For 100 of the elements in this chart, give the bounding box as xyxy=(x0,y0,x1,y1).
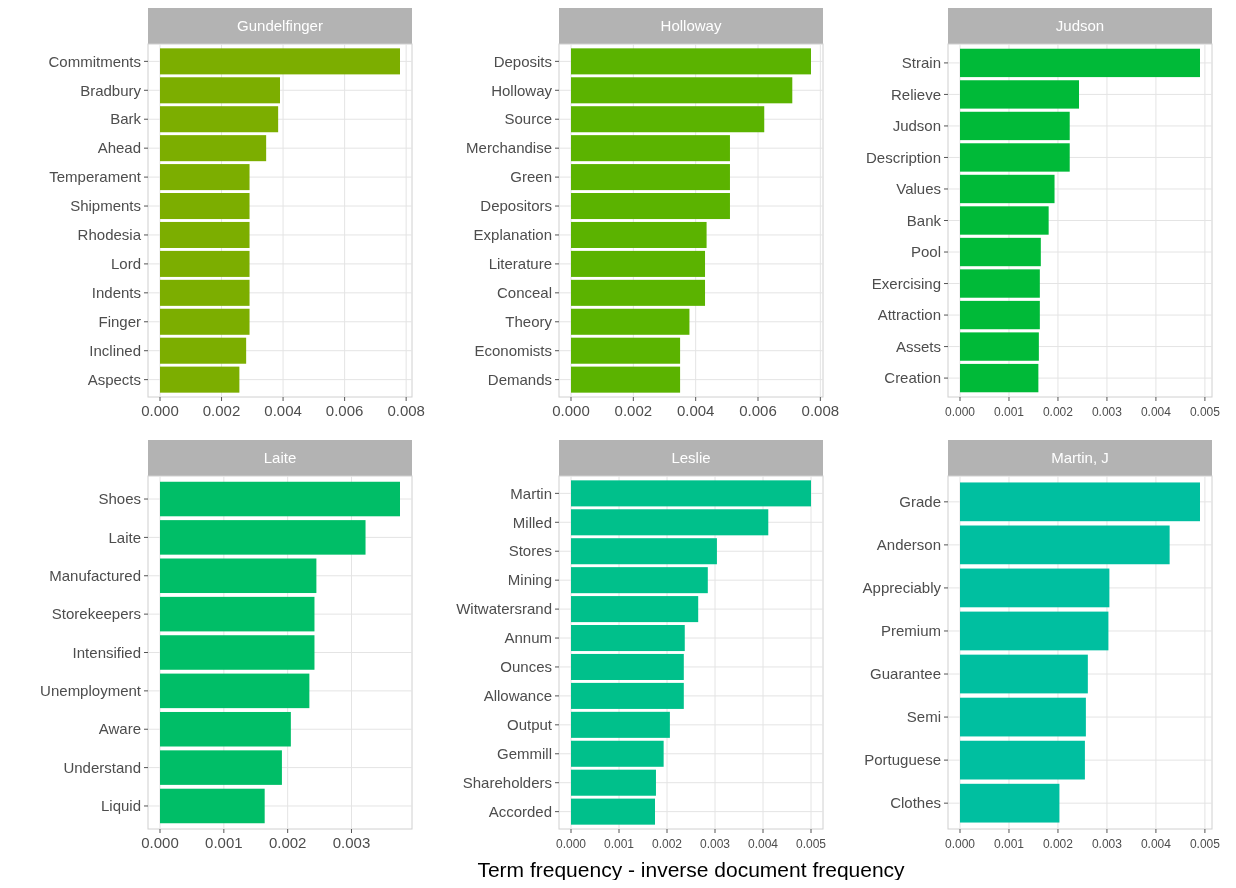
y-tick-label: Green xyxy=(510,168,552,186)
y-tick-label: Aspects xyxy=(87,370,141,388)
x-tick-label: 0.008 xyxy=(801,402,840,419)
x-tick-label: 0.000 xyxy=(141,834,179,851)
y-tick-label: Inclined xyxy=(89,341,141,359)
x-tick-label: 0.006 xyxy=(739,402,777,419)
bar xyxy=(160,673,310,709)
y-tick-label: Liquid xyxy=(100,797,141,815)
chart-title: Leslie xyxy=(671,449,711,467)
bar xyxy=(960,269,1040,298)
y-tick-label: Grade xyxy=(899,493,941,511)
y-tick-label: Aware xyxy=(98,720,141,738)
y-tick-label: Source xyxy=(504,110,552,128)
x-tick-label: 0.000 xyxy=(555,837,587,851)
y-tick-label: Stores xyxy=(508,542,552,560)
x-tick-label: 0.001 xyxy=(205,834,243,851)
bar xyxy=(571,279,706,306)
bar xyxy=(160,635,315,670)
x-tick-label: 0.002 xyxy=(202,402,241,419)
x-tick-label: 0.003 xyxy=(332,834,371,851)
y-tick-label: Premium xyxy=(880,622,941,640)
bar xyxy=(960,237,1041,267)
x-tick-label: 0.003 xyxy=(1091,405,1123,419)
bar xyxy=(160,164,250,191)
y-tick-label: Description xyxy=(865,148,941,166)
bar xyxy=(160,279,250,306)
x-tick-label: 0.002 xyxy=(268,834,307,851)
y-tick-label: Semi xyxy=(906,708,941,726)
x-tick-label: 0.005 xyxy=(1189,405,1221,419)
y-tick-label: Mining xyxy=(507,571,552,589)
y-tick-label: Lord xyxy=(110,255,141,273)
bar xyxy=(960,568,1110,608)
bar xyxy=(571,106,765,133)
y-tick-label: Attraction xyxy=(877,306,941,324)
y-tick-label: Conceal xyxy=(496,284,552,302)
y-tick-label: Finger xyxy=(98,313,141,331)
y-tick-label: Relieve xyxy=(890,85,941,103)
x-tick-label: 0.003 xyxy=(699,837,731,851)
bar xyxy=(960,654,1088,694)
bar xyxy=(571,711,670,738)
y-tick-label: Holloway xyxy=(491,81,553,99)
y-tick-label: Bradbury xyxy=(80,81,142,99)
x-tick-label: 0.002 xyxy=(614,402,653,419)
x-tick-label: 0.001 xyxy=(603,837,635,851)
y-tick-label: Judson xyxy=(892,117,941,135)
bar xyxy=(571,193,730,220)
bar xyxy=(571,48,811,75)
chart-title: Martin, J xyxy=(1051,449,1109,467)
x-tick-label: 0.002 xyxy=(1042,837,1074,851)
x-tick-label: 0.000 xyxy=(552,402,590,419)
y-tick-label: Values xyxy=(896,180,941,198)
y-tick-label: Theory xyxy=(505,313,553,331)
y-tick-label: Clothes xyxy=(890,794,941,812)
bar xyxy=(960,174,1055,204)
bar xyxy=(960,783,1060,823)
y-tick-label: Ounces xyxy=(500,658,552,676)
y-tick-label: Allowance xyxy=(483,687,552,705)
bar xyxy=(160,366,240,393)
bar xyxy=(960,111,1070,141)
bar xyxy=(160,221,250,248)
bar xyxy=(960,48,1200,78)
chart-title: Holloway xyxy=(660,17,722,35)
x-tick-label: 0.000 xyxy=(944,405,976,419)
chart-title: Gundelfinger xyxy=(237,17,323,35)
bar xyxy=(571,538,717,565)
y-tick-label: Rhodesia xyxy=(77,226,142,244)
bar xyxy=(960,332,1039,361)
bar xyxy=(160,193,250,220)
bar xyxy=(571,337,681,364)
y-tick-label: Unemployment xyxy=(40,682,142,700)
x-tick-label: 0.004 xyxy=(1140,405,1172,419)
y-tick-label: Explanation xyxy=(473,226,552,244)
chart-title: Laite xyxy=(263,449,297,467)
y-tick-label: Pool xyxy=(910,243,941,261)
y-tick-label: Demands xyxy=(487,370,552,388)
bar xyxy=(571,596,699,623)
bar xyxy=(571,164,730,191)
x-tick-label: 0.003 xyxy=(1091,837,1123,851)
bar xyxy=(160,558,317,594)
bar xyxy=(571,77,793,104)
bar xyxy=(571,625,685,652)
y-tick-label: Manufactured xyxy=(49,567,141,585)
bar xyxy=(571,769,656,796)
x-tick-label: 0.001 xyxy=(993,837,1025,851)
y-tick-label: Laite xyxy=(108,528,141,546)
bar xyxy=(160,750,282,785)
x-tick-label: 0.001 xyxy=(993,405,1025,419)
y-tick-label: Bark xyxy=(110,110,142,128)
bar xyxy=(960,740,1085,780)
bar xyxy=(960,363,1039,393)
bar xyxy=(160,711,291,747)
y-tick-label: Portuguese xyxy=(864,751,941,769)
y-tick-label: Bank xyxy=(906,211,942,229)
x-tick-label: 0.005 xyxy=(1189,837,1221,851)
y-tick-label: Gemmill xyxy=(497,745,552,763)
y-tick-label: Ahead xyxy=(97,139,141,157)
y-tick-label: Martin xyxy=(510,484,552,502)
y-tick-label: Annum xyxy=(504,629,552,647)
y-tick-label: Economists xyxy=(474,341,552,359)
bar xyxy=(160,135,267,162)
